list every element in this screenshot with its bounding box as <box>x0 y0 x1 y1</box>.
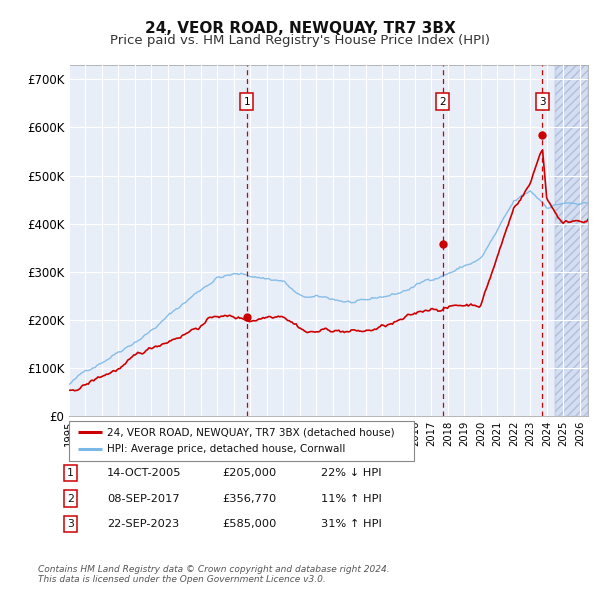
Bar <box>555 65 588 416</box>
Text: £585,000: £585,000 <box>222 519 277 529</box>
Text: 22% ↓ HPI: 22% ↓ HPI <box>321 468 382 478</box>
Text: 24, VEOR ROAD, NEWQUAY, TR7 3BX: 24, VEOR ROAD, NEWQUAY, TR7 3BX <box>145 21 455 35</box>
Text: 1: 1 <box>244 97 250 107</box>
Text: 08-SEP-2017: 08-SEP-2017 <box>107 494 179 503</box>
Text: £205,000: £205,000 <box>222 468 276 478</box>
Text: 3: 3 <box>67 519 74 529</box>
Text: 11% ↑ HPI: 11% ↑ HPI <box>321 494 382 503</box>
Text: 1: 1 <box>67 468 74 478</box>
Text: 2: 2 <box>440 97 446 107</box>
Text: 22-SEP-2023: 22-SEP-2023 <box>107 519 179 529</box>
FancyBboxPatch shape <box>69 421 414 461</box>
Text: £356,770: £356,770 <box>222 494 276 503</box>
Text: 3: 3 <box>539 97 545 107</box>
Bar <box>555 65 588 416</box>
Text: 14-OCT-2005: 14-OCT-2005 <box>107 468 181 478</box>
Text: Price paid vs. HM Land Registry's House Price Index (HPI): Price paid vs. HM Land Registry's House … <box>110 34 490 47</box>
Text: 31% ↑ HPI: 31% ↑ HPI <box>321 519 382 529</box>
Text: 2: 2 <box>67 494 74 503</box>
Text: HPI: Average price, detached house, Cornwall: HPI: Average price, detached house, Corn… <box>107 444 346 454</box>
Text: 24, VEOR ROAD, NEWQUAY, TR7 3BX (detached house): 24, VEOR ROAD, NEWQUAY, TR7 3BX (detache… <box>107 427 395 437</box>
Text: Contains HM Land Registry data © Crown copyright and database right 2024.
This d: Contains HM Land Registry data © Crown c… <box>38 565 389 584</box>
